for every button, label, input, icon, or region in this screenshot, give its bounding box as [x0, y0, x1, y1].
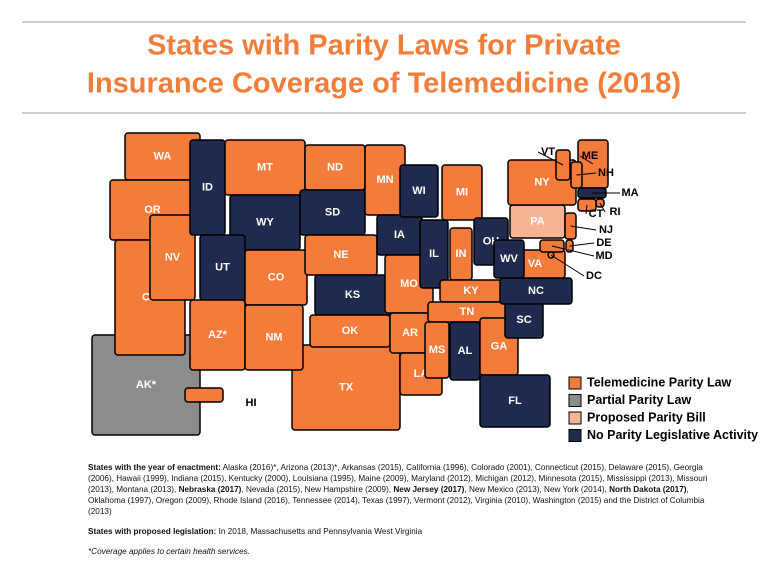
state-label: RI	[610, 206, 621, 218]
legend-swatch	[568, 376, 582, 390]
state	[399, 164, 439, 218]
note-segment: , Oklahoma (1997), Oregon (2009), Rhode …	[88, 485, 705, 516]
state-label: PA	[530, 215, 545, 227]
state-label: NY	[534, 176, 550, 188]
state-label: MN	[376, 174, 393, 186]
state-label: ND	[327, 161, 343, 173]
state-label: WY	[256, 216, 274, 228]
note-segment: Nebraska (2017)	[178, 485, 242, 494]
leader-line	[550, 254, 585, 277]
state-label: TN	[460, 306, 475, 318]
state-label: MA	[621, 187, 638, 199]
state	[149, 214, 196, 301]
state-label: DE	[596, 237, 611, 249]
state-label: CT	[589, 208, 604, 220]
footnote-text: *Coverage applies to certain health serv…	[88, 547, 251, 556]
leader-line	[576, 172, 597, 176]
leader-line	[585, 204, 588, 215]
state-label: WV	[500, 253, 518, 265]
state	[441, 164, 483, 221]
note-heading: States with proposed legislation:	[88, 527, 217, 536]
state-label: VT	[541, 146, 555, 158]
leader-line	[551, 245, 595, 257]
note-segment: Alaska (2016)*, Arizona (2013)*, Arkansa…	[88, 463, 708, 494]
state-label: VA	[528, 258, 543, 270]
state-label: AZ*	[208, 329, 228, 341]
state-label: MS	[429, 344, 446, 356]
legend-label: Partial Parity Law	[587, 393, 691, 407]
note-text: Alaska (2016)*, Arizona (2013)*, Arkansa…	[88, 463, 707, 516]
state-label: TX	[339, 381, 354, 393]
leader-line	[569, 242, 595, 247]
note-segment: North Dakota (2017)	[609, 485, 687, 494]
legend-swatch	[568, 429, 582, 442]
states: AK*HITXWAORCANVIDMTWYUTCOAZ*NMNDSDNEKSOK…	[91, 132, 639, 436]
state	[479, 374, 551, 428]
state-label: KY	[463, 285, 479, 297]
state-label: AR	[402, 327, 418, 339]
state-label: NE	[333, 249, 348, 261]
state-label: FL	[508, 395, 522, 407]
state-label: IL	[429, 248, 439, 260]
legend-label: No Parity Legislative Activity	[587, 428, 758, 442]
state-label: NV	[165, 251, 181, 263]
state	[419, 219, 449, 289]
leader-line	[599, 202, 606, 213]
leader-line	[570, 225, 597, 231]
state-label: NM	[265, 331, 282, 343]
state-label: KS	[345, 289, 360, 301]
state-label: GA	[491, 340, 508, 352]
legend-label: Proposed Parity Bill	[587, 410, 706, 424]
note-heading: States with the year of enactment:	[88, 463, 221, 472]
proposed-note: States with proposed legislation: In 201…	[88, 526, 728, 537]
note-segment: , Nevada (2015), New Hampshire (2009),	[241, 485, 394, 494]
state-label: DC	[586, 270, 602, 282]
state	[424, 321, 450, 379]
state	[244, 304, 304, 371]
leader-line	[579, 155, 594, 165]
leader-line	[537, 151, 564, 166]
state-label: UT	[215, 261, 230, 273]
state-label: MI	[456, 186, 468, 198]
state	[493, 239, 525, 279]
state-label: NH	[598, 167, 614, 179]
state	[184, 387, 224, 403]
state-label: MT	[257, 161, 273, 173]
title-line: States with Parity Laws for Private	[147, 30, 621, 62]
state-label: AL	[458, 345, 473, 357]
state-label: WA	[154, 150, 172, 162]
note-segment: , New Mexico (2013), New York (2014),	[464, 485, 610, 494]
state-label: SC	[516, 314, 531, 326]
state-label: MD	[595, 250, 612, 262]
state-label: OK	[342, 325, 359, 337]
state-label: OR	[144, 204, 161, 216]
state-label: CO	[268, 271, 285, 283]
legend: Telemedicine Parity Law Partial Parity La…	[568, 375, 758, 442]
state-label: NJ	[599, 224, 613, 236]
state-label: MO	[400, 278, 418, 290]
legend-swatch	[568, 394, 582, 407]
state-label: ID	[202, 181, 213, 193]
state-label: SD	[325, 206, 340, 218]
notes: States with the year of enactment: Alask…	[88, 462, 728, 566]
state-label: WI	[412, 185, 425, 197]
state-label: HI	[246, 397, 257, 409]
footnote: *Coverage applies to certain health serv…	[88, 546, 728, 557]
state-label: AK*	[136, 379, 157, 391]
enactment-note: States with the year of enactment: Alask…	[88, 462, 728, 517]
state-label: NC	[528, 285, 544, 297]
legend-label: Telemedicine Parity Law	[587, 375, 732, 389]
note-segment: New Jersey (2017)	[393, 485, 465, 494]
state-label: IN	[456, 248, 467, 260]
title-line: Insurance Coverage of Telemedicine (2018…	[87, 68, 681, 100]
state-label: ME	[582, 150, 599, 162]
note-text: In 2018, Massachusetts and Pennsylvania …	[216, 527, 423, 536]
legend-swatch	[568, 411, 582, 425]
state-label: IA	[394, 229, 405, 241]
